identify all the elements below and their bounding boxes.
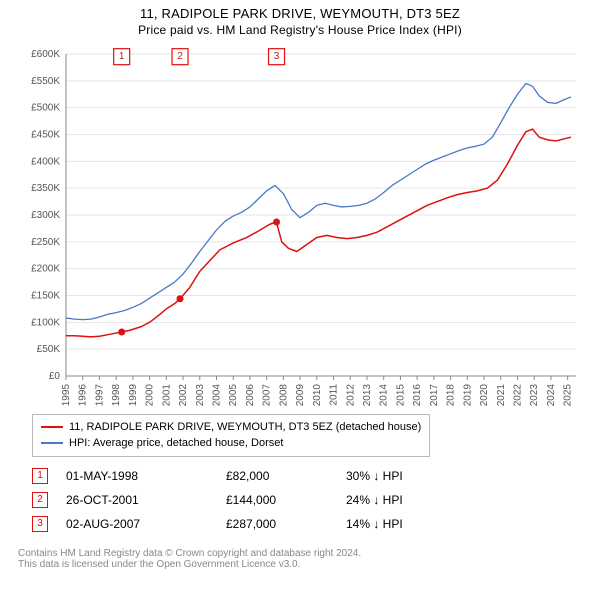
sale-marker-number: 3 xyxy=(274,51,280,62)
y-tick-label: £450K xyxy=(31,130,60,141)
attribution-line-1: Contains HM Land Registry data © Crown c… xyxy=(18,548,582,559)
sales-row-delta: 14% ↓ HPI xyxy=(346,517,466,531)
sales-row-delta: 30% ↓ HPI xyxy=(346,469,466,483)
sales-table-row: 3 02-AUG-2007£287,00014% ↓ HPI xyxy=(32,512,466,536)
legend-item: HPI: Average price, detached house, Dors… xyxy=(41,435,421,451)
x-tick-label: 2024 xyxy=(546,384,557,407)
x-tick-label: 2005 xyxy=(228,384,239,407)
y-tick-label: £500K xyxy=(31,103,60,114)
y-tick-label: £150K xyxy=(31,291,60,302)
x-tick-label: 1997 xyxy=(94,384,105,407)
sale-marker-dot xyxy=(273,218,280,225)
x-tick-label: 1995 xyxy=(61,384,72,407)
y-tick-label: £50K xyxy=(37,344,61,355)
y-tick-label: £200K xyxy=(31,264,60,275)
legend-swatch xyxy=(41,442,63,444)
legend-label: HPI: Average price, detached house, Dors… xyxy=(69,435,283,451)
x-tick-label: 2009 xyxy=(295,384,306,407)
chart-subtitle: Price paid vs. HM Land Registry's House … xyxy=(0,21,600,37)
x-tick-label: 2006 xyxy=(245,384,256,407)
sales-row-date: 01-MAY-1998 xyxy=(66,469,226,483)
attribution-line-2: This data is licensed under the Open Gov… xyxy=(18,559,582,570)
sales-row-date: 26-OCT-2001 xyxy=(66,493,226,507)
x-tick-label: 2008 xyxy=(278,384,289,407)
x-tick-label: 2013 xyxy=(362,384,373,407)
legend-box: 11, RADIPOLE PARK DRIVE, WEYMOUTH, DT3 5… xyxy=(32,414,430,457)
sales-table-row: 2 26-OCT-2001£144,00024% ↓ HPI xyxy=(32,488,466,512)
x-tick-label: 1999 xyxy=(128,384,139,407)
y-tick-label: £0 xyxy=(49,371,61,382)
y-tick-label: £600K xyxy=(31,49,60,60)
price-chart-svg: £0 £50K £100K £150K £200K £250K £300K £350K £400… xyxy=(18,48,582,408)
x-tick-label: 2007 xyxy=(262,384,273,407)
attribution-text: Contains HM Land Registry data © Crown c… xyxy=(18,548,582,570)
x-tick-label: 2023 xyxy=(529,384,540,407)
sales-row-marker: 3 xyxy=(32,516,48,532)
sales-row-price: £144,000 xyxy=(226,493,346,507)
sales-table-row: 1 01-MAY-1998£82,00030% ↓ HPI xyxy=(32,464,466,488)
y-tick-label: £100K xyxy=(31,317,60,328)
x-tick-label: 2016 xyxy=(412,384,423,407)
x-tick-label: 2020 xyxy=(479,384,490,407)
sales-row-delta: 24% ↓ HPI xyxy=(346,493,466,507)
y-tick-label: £350K xyxy=(31,183,60,194)
x-tick-label: 2011 xyxy=(329,384,340,406)
x-tick-label: 2003 xyxy=(195,384,206,407)
x-tick-label: 2015 xyxy=(395,384,406,407)
legend-item: 11, RADIPOLE PARK DRIVE, WEYMOUTH, DT3 5… xyxy=(41,419,421,435)
x-tick-label: 2000 xyxy=(145,384,156,407)
sale-marker-number: 1 xyxy=(119,51,125,62)
x-tick-label: 2018 xyxy=(446,384,457,407)
sales-row-price: £82,000 xyxy=(226,469,346,483)
x-tick-label: 2019 xyxy=(462,384,473,407)
y-tick-label: £400K xyxy=(31,156,60,167)
chart-area: £0 £50K £100K £150K £200K £250K £300K £350K £400… xyxy=(18,48,582,408)
x-tick-label: 1996 xyxy=(78,384,89,407)
x-tick-label: 2012 xyxy=(345,384,356,407)
x-tick-label: 2025 xyxy=(563,384,574,407)
x-tick-label: 2021 xyxy=(496,384,507,407)
chart-title: 11, RADIPOLE PARK DRIVE, WEYMOUTH, DT3 5… xyxy=(0,0,600,21)
legend-swatch xyxy=(41,426,63,428)
y-tick-label: £300K xyxy=(31,210,60,221)
x-tick-label: 1998 xyxy=(111,384,122,407)
x-tick-label: 2001 xyxy=(161,384,172,407)
y-tick-label: £550K xyxy=(31,76,60,87)
x-tick-label: 2002 xyxy=(178,384,189,407)
x-tick-label: 2014 xyxy=(379,384,390,407)
sale-marker-number: 2 xyxy=(177,51,183,62)
x-tick-label: 2004 xyxy=(211,384,222,407)
x-tick-label: 2022 xyxy=(512,384,523,407)
sales-row-price: £287,000 xyxy=(226,517,346,531)
sales-table: 1 01-MAY-1998£82,00030% ↓ HPI 2 26-OCT-2001… xyxy=(32,464,466,536)
sales-row-marker: 2 xyxy=(32,492,48,508)
sales-row-marker: 1 xyxy=(32,468,48,484)
y-tick-label: £250K xyxy=(31,237,60,248)
sales-row-date: 02-AUG-2007 xyxy=(66,517,226,531)
sale-marker-dot xyxy=(118,328,125,335)
legend-label: 11, RADIPOLE PARK DRIVE, WEYMOUTH, DT3 5… xyxy=(69,419,421,435)
x-tick-label: 2017 xyxy=(429,384,440,407)
x-tick-label: 2010 xyxy=(312,384,323,407)
sale-marker-dot xyxy=(177,295,184,302)
